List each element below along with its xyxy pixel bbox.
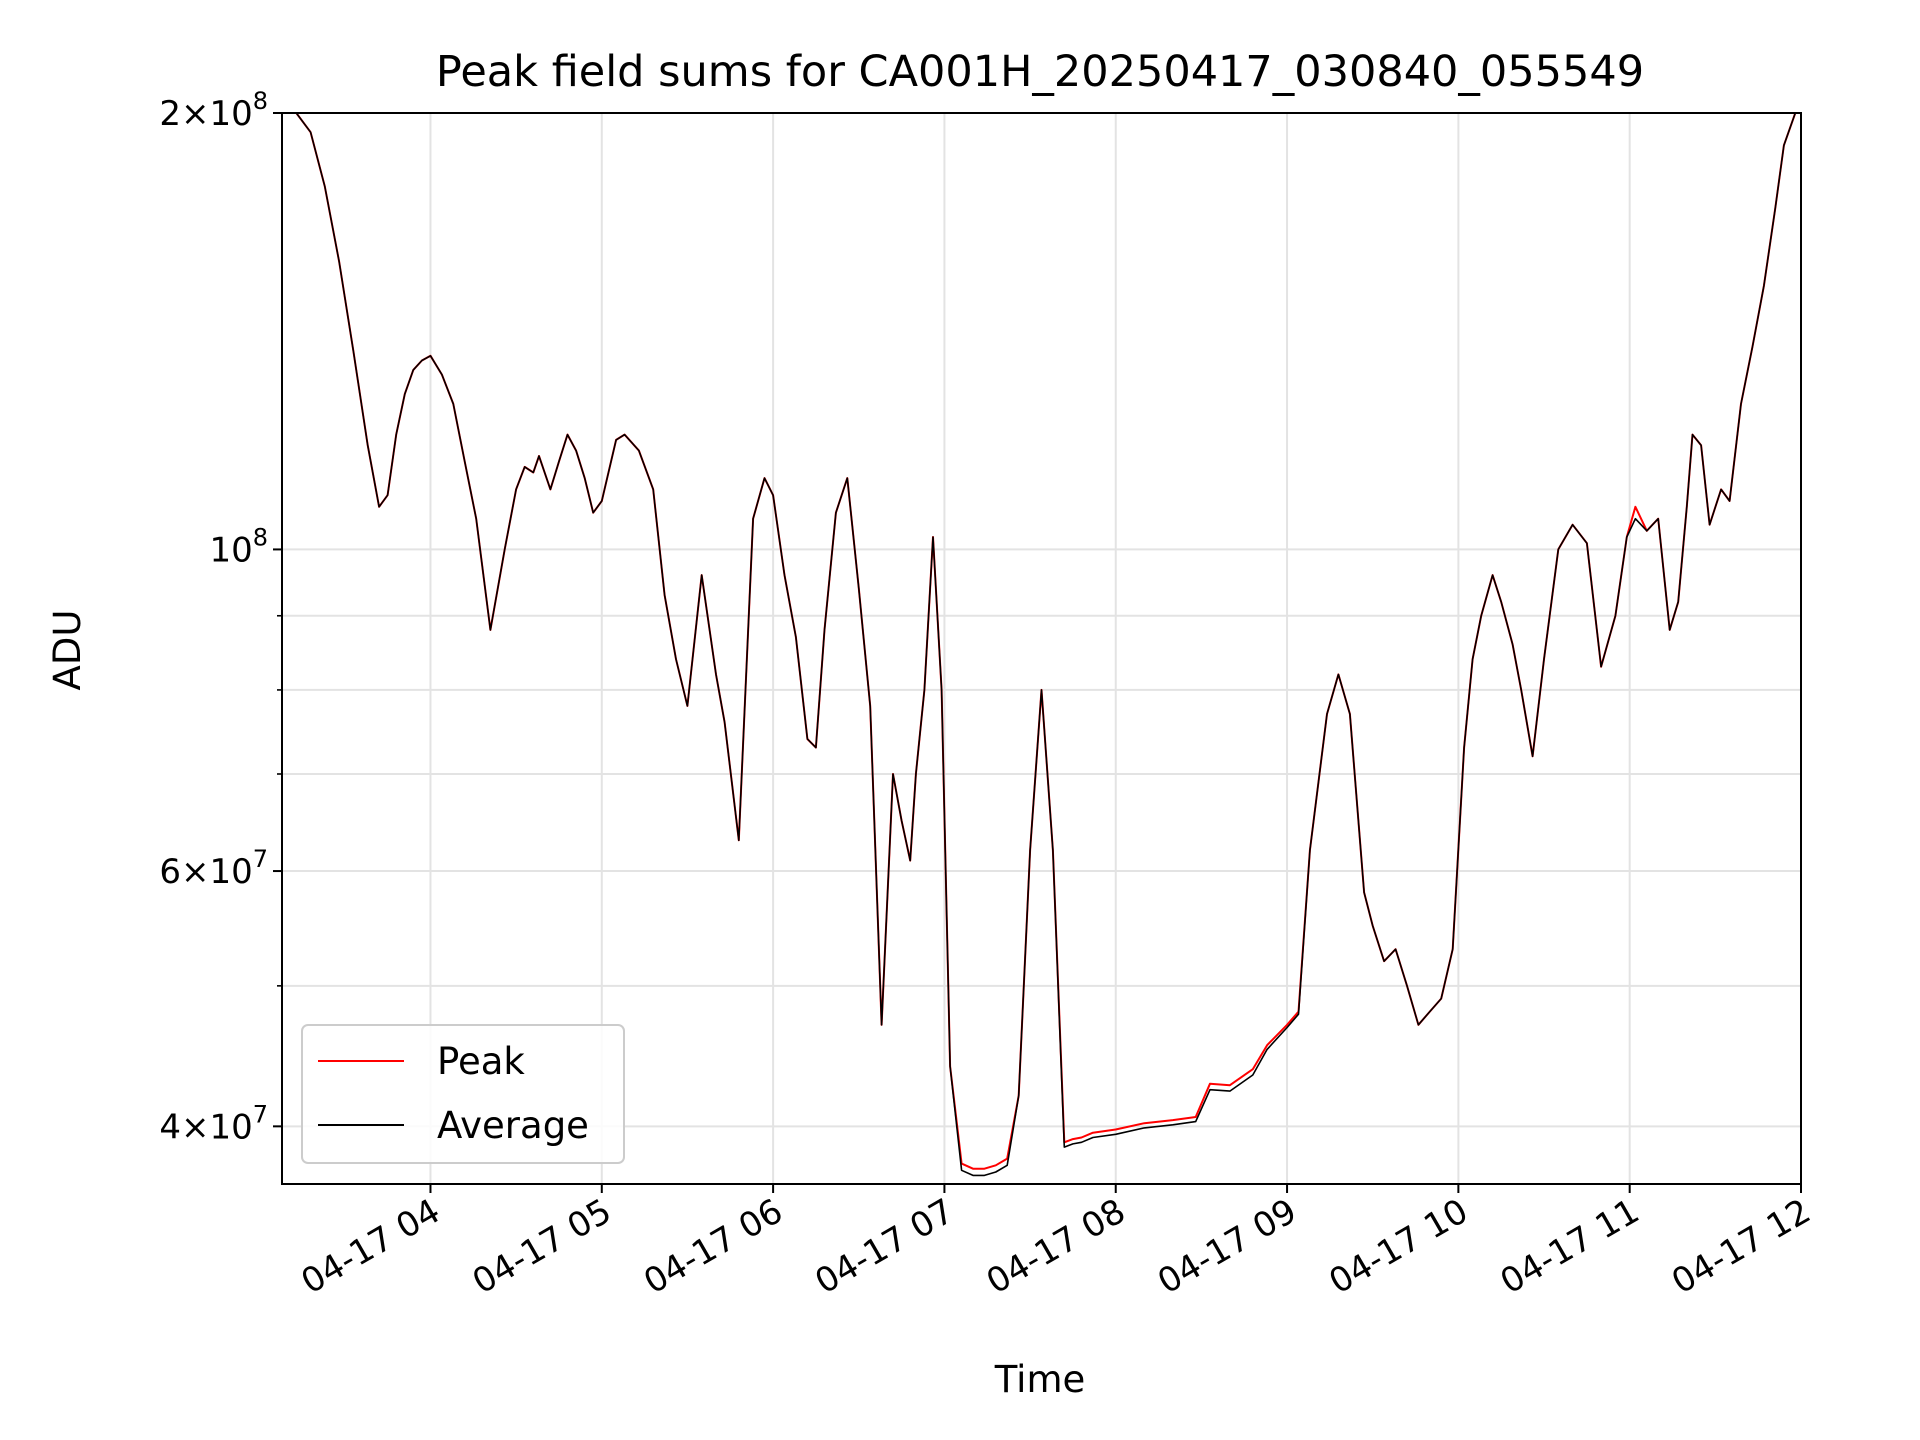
x-tick-label: 04-17 05 <box>466 1191 618 1302</box>
series-line-peak <box>282 112 1797 1170</box>
legend-box <box>301 1024 625 1164</box>
series-line-average <box>282 112 1797 1177</box>
x-tick-label: 04-17 12 <box>1665 1191 1817 1302</box>
y-tick-label: 4×107 <box>159 1100 268 1147</box>
x-tick-label: 04-17 09 <box>1151 1191 1303 1302</box>
grid-layer <box>282 112 1802 1184</box>
x-tick-label: 04-17 04 <box>295 1191 447 1302</box>
x-tick-label: 04-17 10 <box>1322 1191 1474 1302</box>
y-axis-label: ADU <box>46 610 89 691</box>
legend-label-peak: Peak <box>437 1040 525 1083</box>
plot-area-frame <box>281 112 1802 1185</box>
x-axis-ticks: 04-17 04 04-17 05 04-17 06 04-17 07 04-17 08… <box>295 1184 1818 1302</box>
x-tick-label: 04-17 11 <box>1494 1191 1646 1302</box>
y-axis-ticks: 4×107 6×107 108 2×108 <box>159 87 282 1147</box>
x-tick-label: 04-17 07 <box>809 1191 961 1302</box>
x-tick-label: 04-17 08 <box>980 1191 1132 1302</box>
y-tick-label: 108 <box>209 523 268 570</box>
series-layer <box>282 112 1797 1177</box>
legend: Peak Average <box>301 1024 625 1164</box>
x-tick-label: 04-17 06 <box>637 1191 789 1302</box>
y-tick-label: 2×108 <box>159 87 268 134</box>
y-tick-label: 6×107 <box>159 845 268 892</box>
legend-label-average: Average <box>437 1104 589 1147</box>
chart-title: Peak field sums for CA001H_20250417_0308… <box>436 47 1644 97</box>
x-axis-label: Time <box>994 1358 1086 1401</box>
